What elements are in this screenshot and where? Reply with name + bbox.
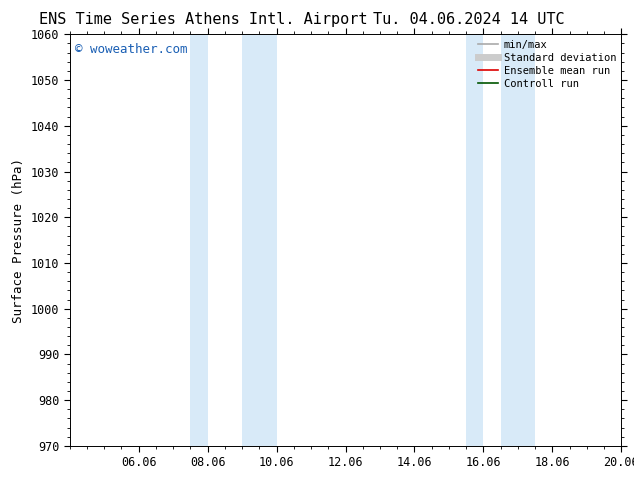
Y-axis label: Surface Pressure (hPa): Surface Pressure (hPa) <box>12 158 25 322</box>
Bar <box>190 34 207 446</box>
Bar <box>501 34 535 446</box>
Text: © woweather.com: © woweather.com <box>75 43 188 55</box>
Text: ENS Time Series Athens Intl. Airport: ENS Time Series Athens Intl. Airport <box>39 12 367 27</box>
Bar <box>242 34 276 446</box>
Legend: min/max, Standard deviation, Ensemble mean run, Controll run: min/max, Standard deviation, Ensemble me… <box>477 40 616 89</box>
Bar <box>466 34 483 446</box>
Text: Tu. 04.06.2024 14 UTC: Tu. 04.06.2024 14 UTC <box>373 12 565 27</box>
